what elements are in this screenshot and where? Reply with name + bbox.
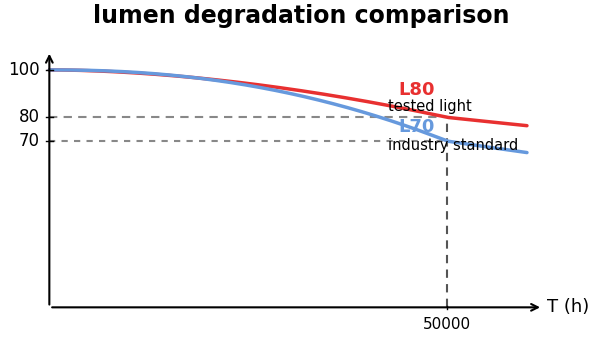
Text: T (h): T (h) [547,298,589,316]
Title: lumen degradation comparison: lumen degradation comparison [92,4,509,28]
Text: 80: 80 [19,108,40,126]
Text: 70: 70 [19,132,40,150]
Text: L80: L80 [398,81,434,99]
Text: L70: L70 [398,118,434,136]
Text: 100: 100 [8,61,40,79]
Text: industry standard: industry standard [388,138,519,153]
Text: tested light: tested light [388,99,472,114]
Text: 50000: 50000 [423,317,472,332]
